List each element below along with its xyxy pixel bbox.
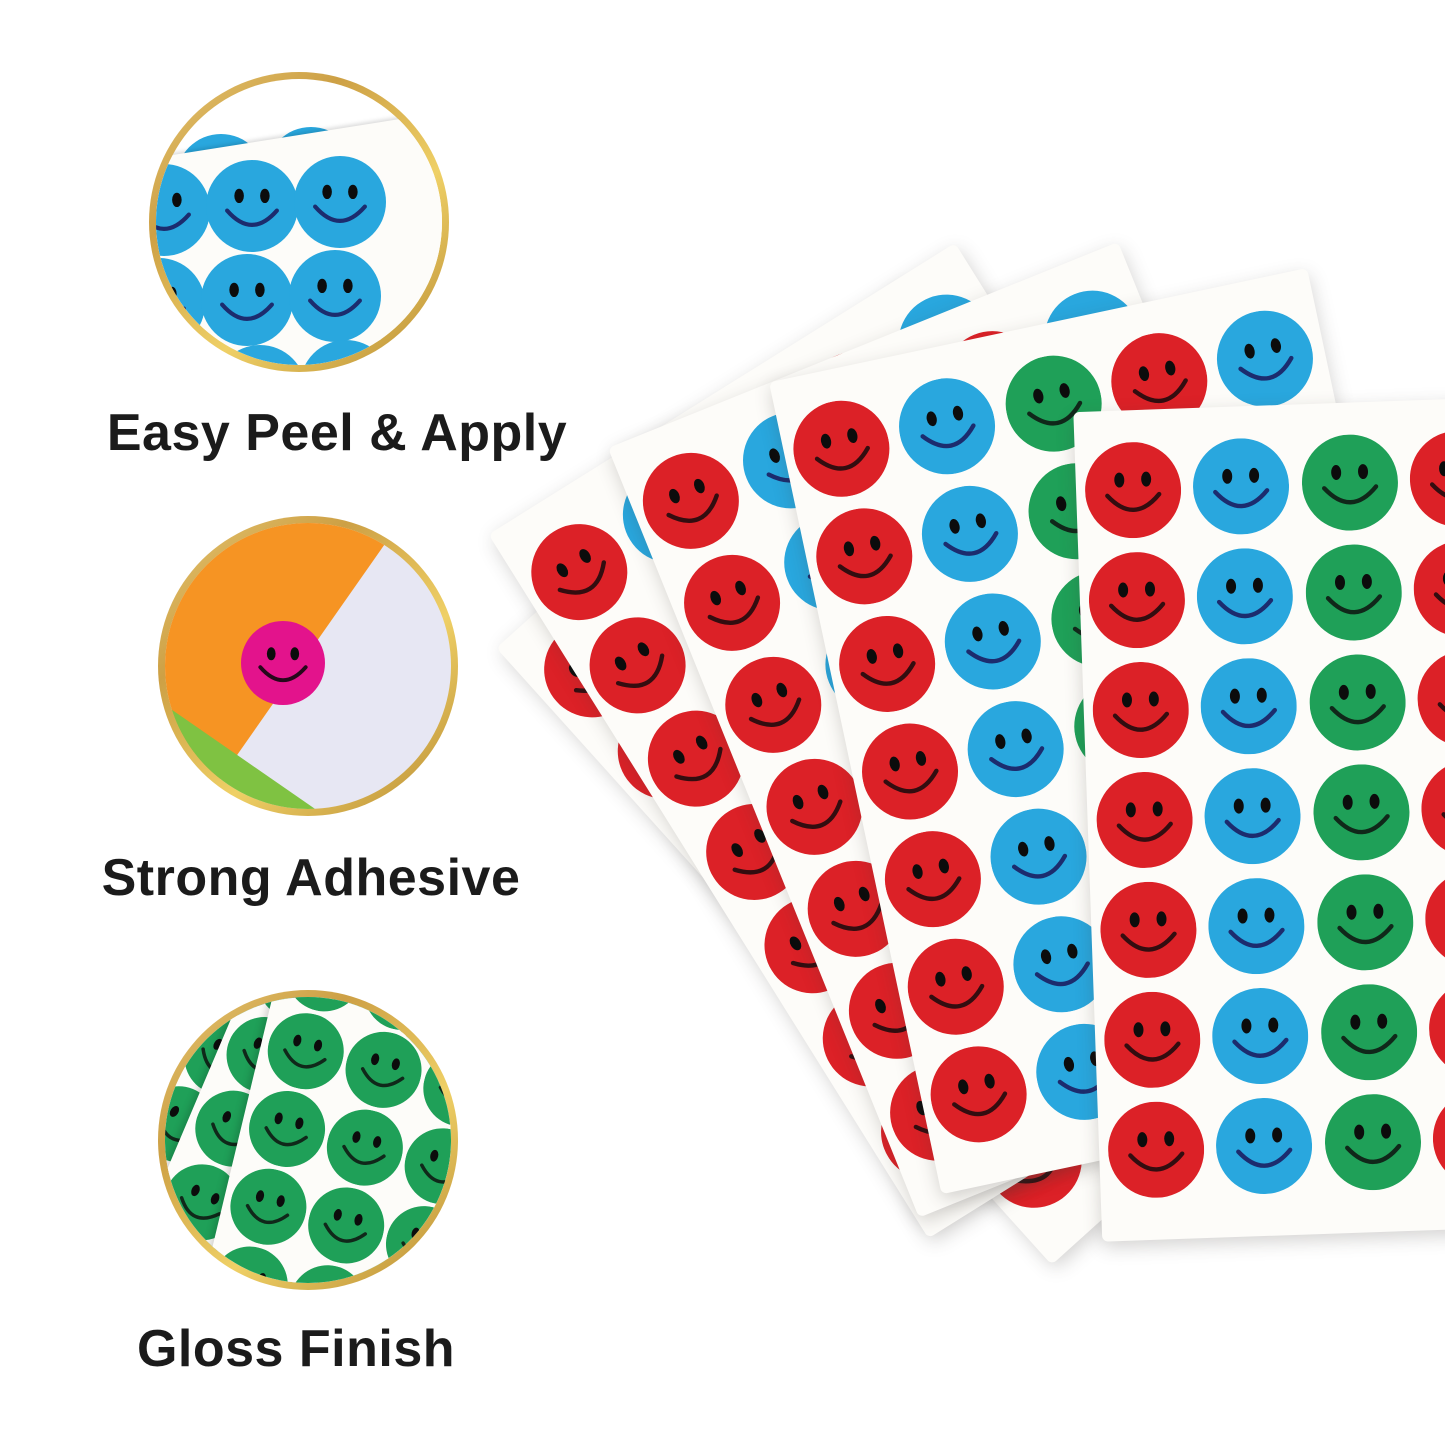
smiley-sticker-red-icon — [628, 438, 753, 563]
smiley-sticker-green-icon — [1300, 433, 1399, 532]
feature-label: Strong Adhesive — [101, 849, 521, 907]
smiley-sticker-blue-icon — [1214, 1096, 1313, 1195]
smiley-sticker-red-icon — [922, 1037, 1036, 1151]
feature-item-strong-adhesive — [158, 516, 458, 816]
green-smiley-sticker-sheets-photo — [165, 997, 451, 1283]
smiley-sticker-red-icon — [1106, 1100, 1205, 1199]
smiley-sticker-green-icon — [378, 1198, 451, 1283]
smiley-sticker-pink-icon — [241, 621, 325, 705]
smiley-sticker-red-icon — [1099, 880, 1198, 979]
sticker-sheet — [182, 997, 451, 1283]
smiley-sticker-green-icon — [223, 1161, 315, 1253]
gold-ring — [158, 516, 458, 816]
smiley-sticker-green-icon — [1320, 983, 1419, 1082]
smiley-sticker-blue-icon — [1199, 657, 1298, 756]
smiley-sticker-green-icon — [1304, 543, 1403, 642]
smiley-sticker-red-icon — [1420, 759, 1445, 858]
smiley-sticker-red-icon — [752, 744, 877, 869]
smiley-sticker-blue-icon — [1195, 547, 1294, 646]
smiley-sticker-green-icon — [356, 997, 448, 1038]
pink-smiley-sticker-on-papers-photo — [165, 523, 451, 809]
smiley-sticker-blue-icon — [294, 156, 386, 248]
smiley-sticker-green-icon — [1323, 1093, 1422, 1192]
smiley-sticker-red-icon — [670, 540, 795, 665]
smiley-sticker-blue-icon — [890, 369, 1004, 483]
smiley-sticker-blue-icon — [959, 692, 1073, 806]
smiley-sticker-red-icon — [1412, 539, 1445, 638]
smiley-sticker-red-icon — [1431, 1089, 1445, 1188]
feature-item-easy-peel — [149, 72, 449, 372]
smiley-sticker-red-icon — [1087, 550, 1186, 649]
smiley-sticker-green-icon — [416, 1043, 451, 1135]
smiley-sticker-green-icon — [204, 1239, 296, 1283]
smiley-sticker-green-icon — [319, 1102, 411, 1194]
blue-smiley-stickers-photo — [156, 79, 442, 365]
feature-item-gloss-finish — [158, 990, 458, 1290]
smiley-sticker-red-icon — [784, 392, 898, 506]
smiley-sticker-green-icon — [338, 1024, 430, 1116]
smiley-sticker-green-icon — [165, 1226, 221, 1283]
smiley-sticker-red-icon — [1102, 324, 1216, 438]
smiley-sticker-blue-icon — [1207, 876, 1306, 975]
smiley-sticker-red-icon — [876, 822, 990, 936]
smiley-sticker-green-icon — [397, 1121, 451, 1213]
smiley-sticker-red-icon — [571, 599, 703, 731]
smiley-sticker-blue-icon — [201, 254, 293, 346]
smiley-sticker-red-icon — [807, 499, 921, 613]
smiley-sticker-blue-icon — [289, 250, 381, 342]
smiley-sticker-blue-icon — [214, 345, 306, 365]
smiley-sticker-red-icon — [711, 642, 836, 767]
smiley-sticker-green-icon — [300, 1180, 392, 1272]
smiley-sticker-blue-icon — [936, 585, 1050, 699]
smiley-sticker-red-icon — [1083, 441, 1182, 540]
smiley-sticker-green-icon — [260, 1005, 352, 1097]
smiley-sticker-red-icon — [630, 693, 762, 825]
smiley-sticker-green-icon — [1308, 653, 1407, 752]
smiley-sticker-red-icon — [853, 715, 967, 829]
smiley-sticker-blue-icon — [156, 164, 210, 256]
smiley-sticker-red-icon — [1091, 660, 1190, 759]
smiley-sticker-red-icon — [1408, 429, 1445, 528]
smiley-sticker-blue-icon — [1004, 907, 1118, 1021]
smiley-sticker-blue-icon — [206, 160, 298, 252]
feature-label: Gloss Finish — [136, 1320, 456, 1378]
smiley-sticker-red-icon — [899, 930, 1013, 1044]
smiley-sticker-blue-icon — [156, 258, 205, 350]
smiley-sticker-red-icon — [1103, 990, 1202, 1089]
smiley-sticker-blue-icon — [1191, 437, 1290, 536]
smiley-sticker-red-icon — [513, 506, 645, 638]
smiley-sticker-blue-icon — [1203, 767, 1302, 866]
sticker-sheet — [1073, 393, 1445, 1242]
smiley-sticker-red-icon — [1424, 869, 1445, 968]
smiley-sticker-green-icon — [241, 1083, 333, 1175]
feature-label: Easy Peel & Apply — [106, 404, 568, 462]
smiley-sticker-red-icon — [1416, 649, 1445, 748]
smiley-sticker-red-icon — [1427, 979, 1445, 1078]
smiley-sticker-blue-icon — [300, 340, 392, 365]
gold-ring — [158, 990, 458, 1290]
smiley-sticker-green-icon — [1312, 763, 1411, 862]
gold-ring — [149, 72, 449, 372]
smiley-sticker-green-icon — [1316, 873, 1415, 972]
smiley-sticker-red-icon — [830, 607, 944, 721]
smiley-sticker-red-icon — [1095, 770, 1194, 869]
smiley-sticker-blue-icon — [913, 477, 1027, 591]
smiley-sticker-blue-icon — [1211, 986, 1310, 1085]
smiley-sticker-blue-icon — [982, 800, 1096, 914]
smiley-sticker-blue-icon — [1208, 302, 1322, 416]
